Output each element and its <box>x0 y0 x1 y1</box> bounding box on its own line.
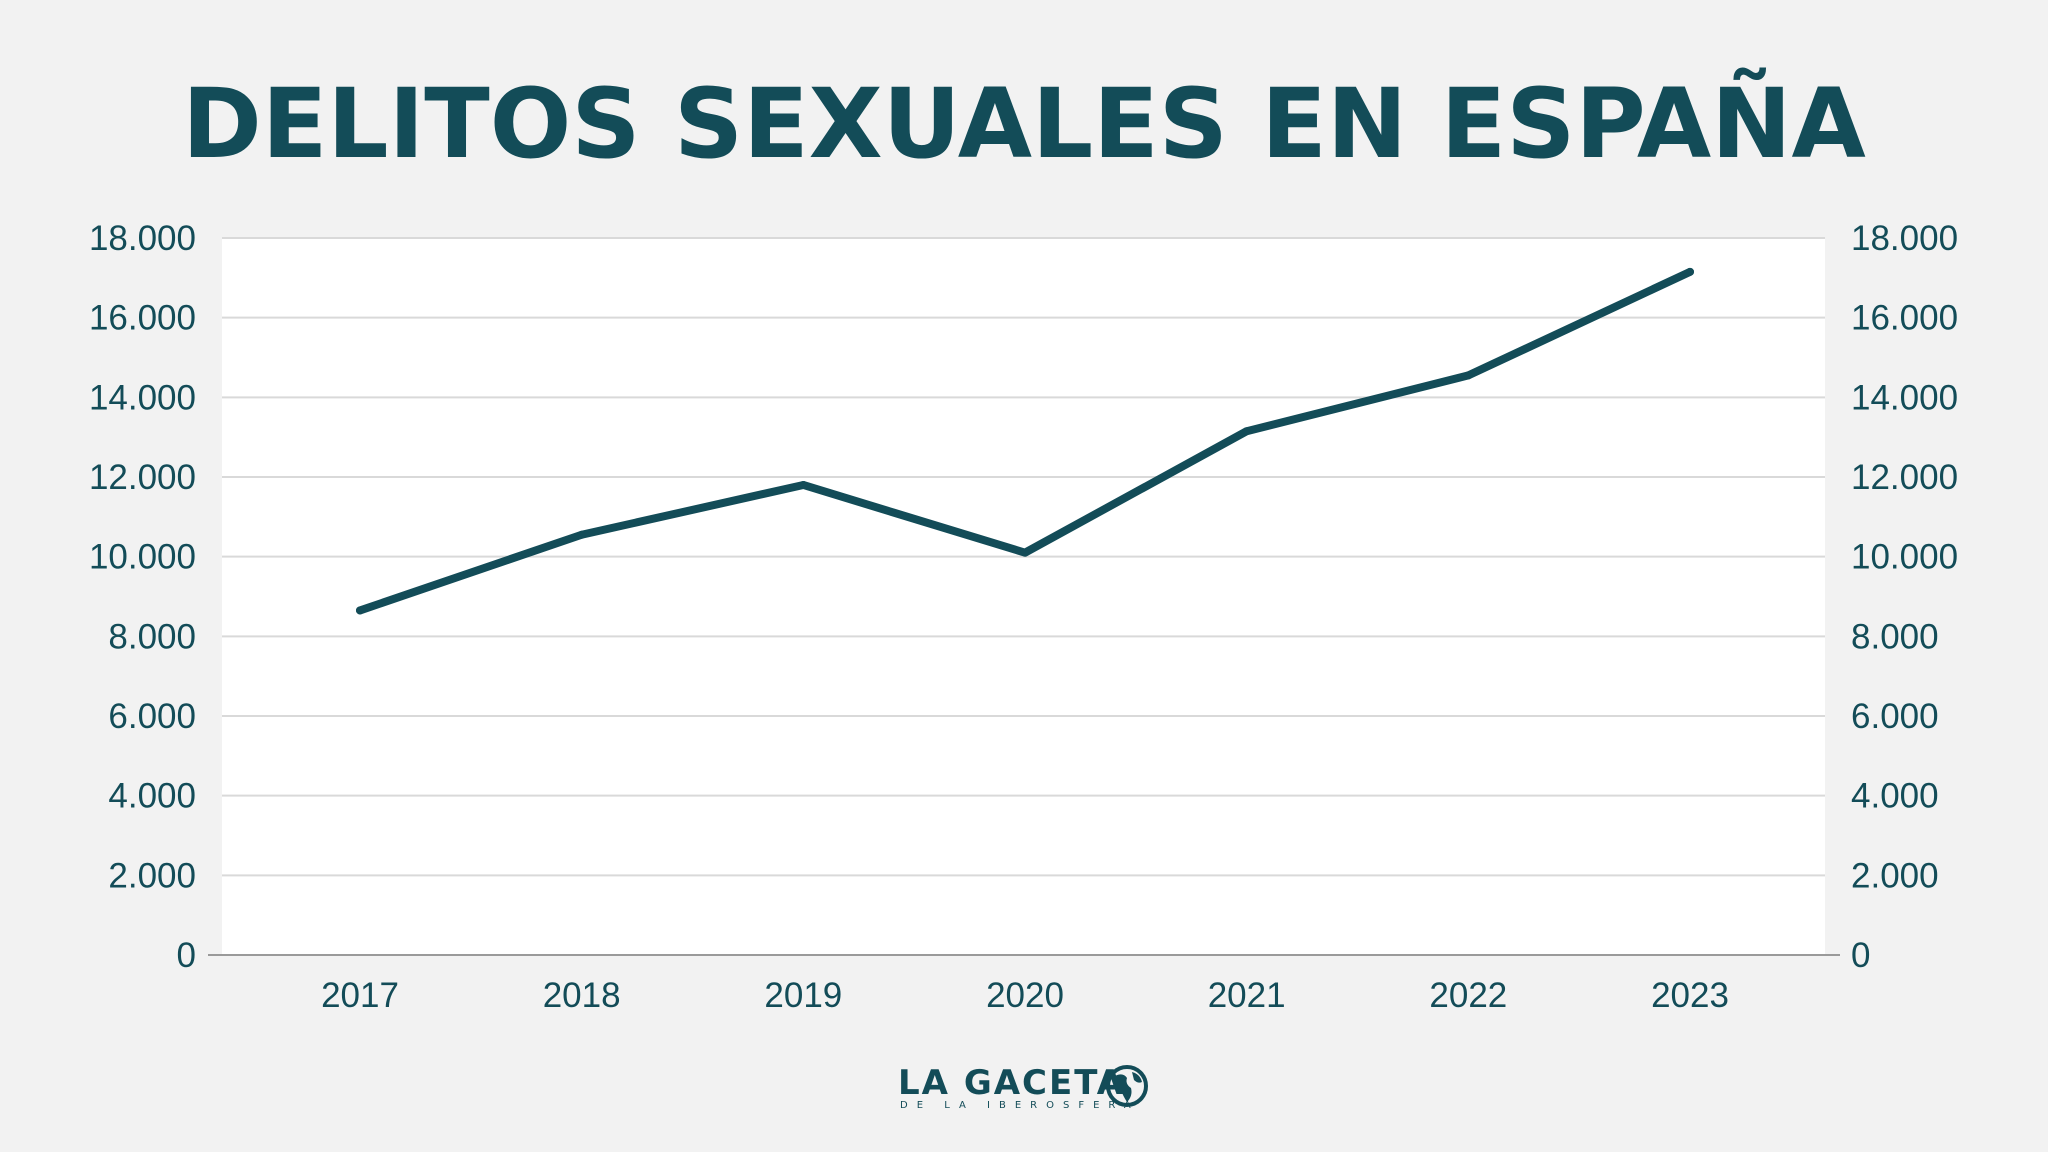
gridlines <box>222 237 1825 877</box>
x-tick-label: 2023 <box>1651 976 1729 1015</box>
data-point <box>577 530 586 539</box>
y-tick-label-right: 12.000 <box>1851 458 1958 497</box>
logo: LA GACETA DE LA IBEROSFERA <box>898 1063 1148 1111</box>
logo-name: LA GACETA <box>898 1063 1125 1103</box>
x-tick-label: 2017 <box>321 976 399 1015</box>
x-axis: 2017 2018 2019 2020 2021 2022 2023 <box>321 976 1729 1015</box>
x-tick-label: 2022 <box>1429 976 1507 1015</box>
y-tick-label-left: 6.000 <box>108 697 196 736</box>
y-tick-label-right: 18.000 <box>1851 219 1958 258</box>
y-axis-left: 0 2.000 4.000 6.000 8.000 10.000 12.000 14.000 1… <box>89 219 196 975</box>
y-tick-label-right: 0 <box>1851 936 1870 975</box>
x-tick-label: 2020 <box>986 976 1064 1015</box>
y-tick-label-right: 6.000 <box>1851 697 1939 736</box>
y-tick-label-right: 8.000 <box>1851 617 1939 656</box>
y-tick-label-right: 14.000 <box>1851 378 1958 417</box>
y-tick-label-right: 16.000 <box>1851 299 1958 338</box>
y-tick-label-left: 10.000 <box>89 538 196 577</box>
data-point <box>1242 427 1251 436</box>
y-tick-label-left: 4.000 <box>108 777 196 816</box>
data-point <box>1464 371 1473 380</box>
y-tick-label-left: 16.000 <box>89 299 196 338</box>
y-axis-right: 0 2.000 4.000 6.000 8.000 10.000 12.000 14.000 1… <box>1851 219 1958 975</box>
x-tick-label: 2021 <box>1208 976 1286 1015</box>
data-point <box>1021 548 1029 557</box>
y-tick-label-left: 12.000 <box>89 458 196 497</box>
y-tick-label-left: 14.000 <box>89 378 196 417</box>
y-tick-label-right: 2.000 <box>1851 856 1939 895</box>
series <box>356 267 1694 615</box>
y-tick-label-left: 8.000 <box>108 617 196 656</box>
y-tick-label-left: 2.000 <box>108 856 196 895</box>
x-tick-label: 2019 <box>764 976 842 1015</box>
y-tick-label-right: 10.000 <box>1851 538 1958 577</box>
data-point <box>799 480 808 489</box>
logo-subtitle: DE LA IBEROSFERA <box>900 1100 1140 1111</box>
x-tick-label: 2018 <box>543 976 621 1015</box>
y-tick-label-left: 18.000 <box>89 219 196 258</box>
y-tick-label-right: 4.000 <box>1851 777 1939 816</box>
data-point <box>1686 267 1694 276</box>
chart-title: DELITOS SEXUALES EN ESPAÑA <box>182 67 1866 180</box>
data-point <box>356 606 364 615</box>
y-tick-label-left: 0 <box>177 936 196 975</box>
plot-area <box>222 238 1825 955</box>
globe-icon <box>1106 1065 1148 1107</box>
